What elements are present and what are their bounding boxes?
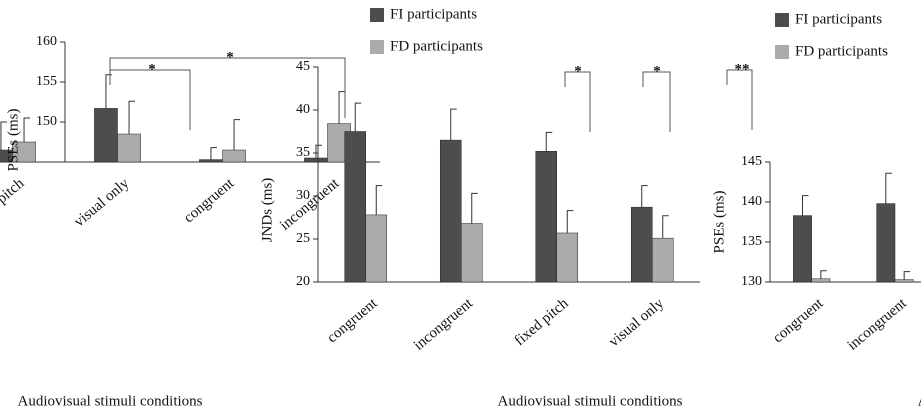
y-tick-label: 150 <box>36 114 57 129</box>
error-bar <box>662 215 669 239</box>
significance-label: * <box>574 63 582 79</box>
y-axis-label: JNDs (ms) <box>259 178 275 243</box>
error-bar <box>545 131 553 152</box>
panel: 20 25 30 35 40 45 congruent incongruent fixed pi… <box>259 6 753 409</box>
significance-label: ** <box>735 61 750 77</box>
y-axis-label: PSEs (ms) <box>711 191 727 254</box>
bar <box>630 206 653 283</box>
y-tick-label: 45 <box>296 59 310 74</box>
bar <box>461 223 483 283</box>
legend-label: FI participants <box>795 11 882 27</box>
bar <box>876 203 896 283</box>
legend-swatch <box>370 8 384 22</box>
bar <box>793 215 812 283</box>
bar <box>556 232 579 283</box>
error-bar <box>885 172 892 204</box>
error-bar <box>450 108 457 141</box>
x-tick-label: incongruent <box>411 295 477 354</box>
x-axis-label: Audiovisual stimuli conditions <box>917 393 921 409</box>
y-tick-label: 140 <box>741 194 762 209</box>
y-tick-label: 130 <box>741 274 762 289</box>
y-tick-label: 20 <box>296 274 310 289</box>
x-tick-label: incongruent <box>845 295 911 354</box>
y-tick-label: 145 <box>741 154 762 169</box>
x-tick-label: visual only <box>606 295 667 350</box>
error-bar <box>820 270 827 279</box>
legend-swatch <box>370 40 384 54</box>
y-tick-label: 135 <box>741 234 762 249</box>
y-tick-label: 35 <box>296 145 310 160</box>
error-bar <box>641 185 648 208</box>
bar <box>811 278 831 283</box>
legend-label: FD participants <box>795 43 888 59</box>
legend-swatch <box>775 13 789 27</box>
x-tick-label: fixed pitch <box>512 295 572 349</box>
x-tick-label: congruent <box>181 175 238 226</box>
error-bar <box>375 185 383 215</box>
significance-label: * <box>148 61 156 77</box>
error-bar <box>471 192 478 224</box>
bar <box>535 151 557 283</box>
legend-swatch <box>775 45 789 59</box>
bar <box>117 133 141 163</box>
bar <box>652 237 674 283</box>
x-tick-label: congruent <box>770 295 827 346</box>
error-bar <box>233 119 241 150</box>
bar <box>344 131 366 283</box>
y-tick-label: 160 <box>36 34 57 49</box>
error-bar <box>210 147 217 160</box>
bar <box>222 149 246 163</box>
bar <box>894 279 914 283</box>
error-bar <box>566 210 574 233</box>
significance-bracket <box>109 69 191 130</box>
error-bar <box>0 121 7 150</box>
x-tick-label: visual only <box>71 175 132 230</box>
y-tick-label: 155 <box>36 74 57 89</box>
error-bar <box>338 91 346 124</box>
significance-bracket <box>642 71 671 132</box>
y-tick-label: 25 <box>296 231 310 246</box>
x-tick-label: fixed pitch <box>0 175 28 229</box>
panel: 150 155 160 fixed pitch visual only congruent… <box>0 34 380 409</box>
y-tick-label: 30 <box>296 188 310 203</box>
legend-label: FI participants <box>390 6 477 22</box>
error-bar <box>315 144 322 158</box>
significance-label: * <box>226 49 234 65</box>
x-axis-label: Audiovisual stimuli conditions <box>17 393 202 409</box>
y-tick-label: 40 <box>296 102 310 117</box>
x-tick-label: congruent <box>324 295 381 346</box>
significance-bracket <box>564 71 591 132</box>
error-bar <box>903 271 911 280</box>
bar <box>199 159 223 163</box>
error-bar <box>128 100 136 134</box>
significance-bracket <box>726 69 753 130</box>
error-bar <box>802 195 809 216</box>
bar <box>94 108 118 163</box>
x-tick-label: incongruent <box>277 175 343 234</box>
significance-bracket <box>109 57 346 118</box>
error-bar <box>105 74 112 109</box>
bar <box>365 214 388 283</box>
bar <box>439 139 462 283</box>
legend-label: FD participants <box>390 38 483 54</box>
y-axis-label: PSEs (ms) <box>5 109 21 172</box>
x-axis-label: Audiovisual stimuli conditions <box>497 393 682 409</box>
error-bar <box>354 102 362 132</box>
significance-label: * <box>653 63 661 79</box>
error-bar <box>23 117 31 142</box>
